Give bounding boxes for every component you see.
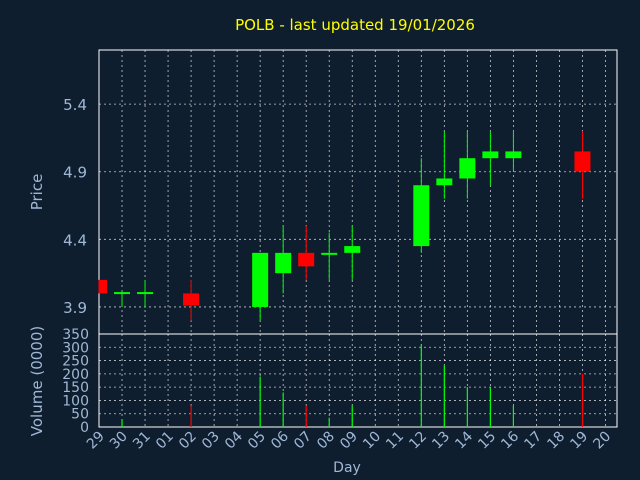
candle-body <box>99 279 107 294</box>
volume-tick-label: 150 <box>62 380 89 396</box>
price-panel: 5.4 4.9 4.4 3.9 <box>63 49 618 335</box>
candle-body <box>137 292 154 295</box>
volume-tick-label: 250 <box>62 354 89 370</box>
x-axis: 29 30 31 01 02 03 04 05 06 07 08 09 10 11 12 13 14 15 16 17… <box>84 428 614 452</box>
candle-body <box>413 185 430 247</box>
candle-body <box>298 252 315 267</box>
volume-tick-label: 350 <box>62 327 89 343</box>
candle-body <box>114 292 131 295</box>
candle-body <box>436 178 453 186</box>
price-tick-label: 4.9 <box>63 164 87 182</box>
price-axis-label: Price <box>28 174 46 211</box>
volume-tick-label: 100 <box>62 393 89 409</box>
price-tick-label: 3.9 <box>63 299 87 317</box>
price-tick-label: 5.4 <box>63 96 87 114</box>
candle-body <box>344 246 361 253</box>
volume-tick-label: 50 <box>71 407 89 423</box>
volume-tick-label: 300 <box>62 340 89 356</box>
x-axis-label: Day <box>333 460 361 476</box>
candle-body <box>275 252 292 274</box>
candle-body <box>183 293 200 306</box>
volume-tick-label: 0 <box>80 420 89 436</box>
candle-body <box>252 252 269 307</box>
candle-body <box>459 158 476 179</box>
volume-axis-label: Volume (0000) <box>28 326 46 436</box>
volume-tick-label: 200 <box>62 367 89 383</box>
price-tick-label: 4.4 <box>63 231 87 249</box>
candle-body <box>505 151 522 159</box>
candle-body <box>321 252 338 255</box>
chart-title: POLB - last updated 19/01/2026 <box>235 16 475 34</box>
candle-body <box>574 151 591 172</box>
candle-body <box>482 151 499 159</box>
